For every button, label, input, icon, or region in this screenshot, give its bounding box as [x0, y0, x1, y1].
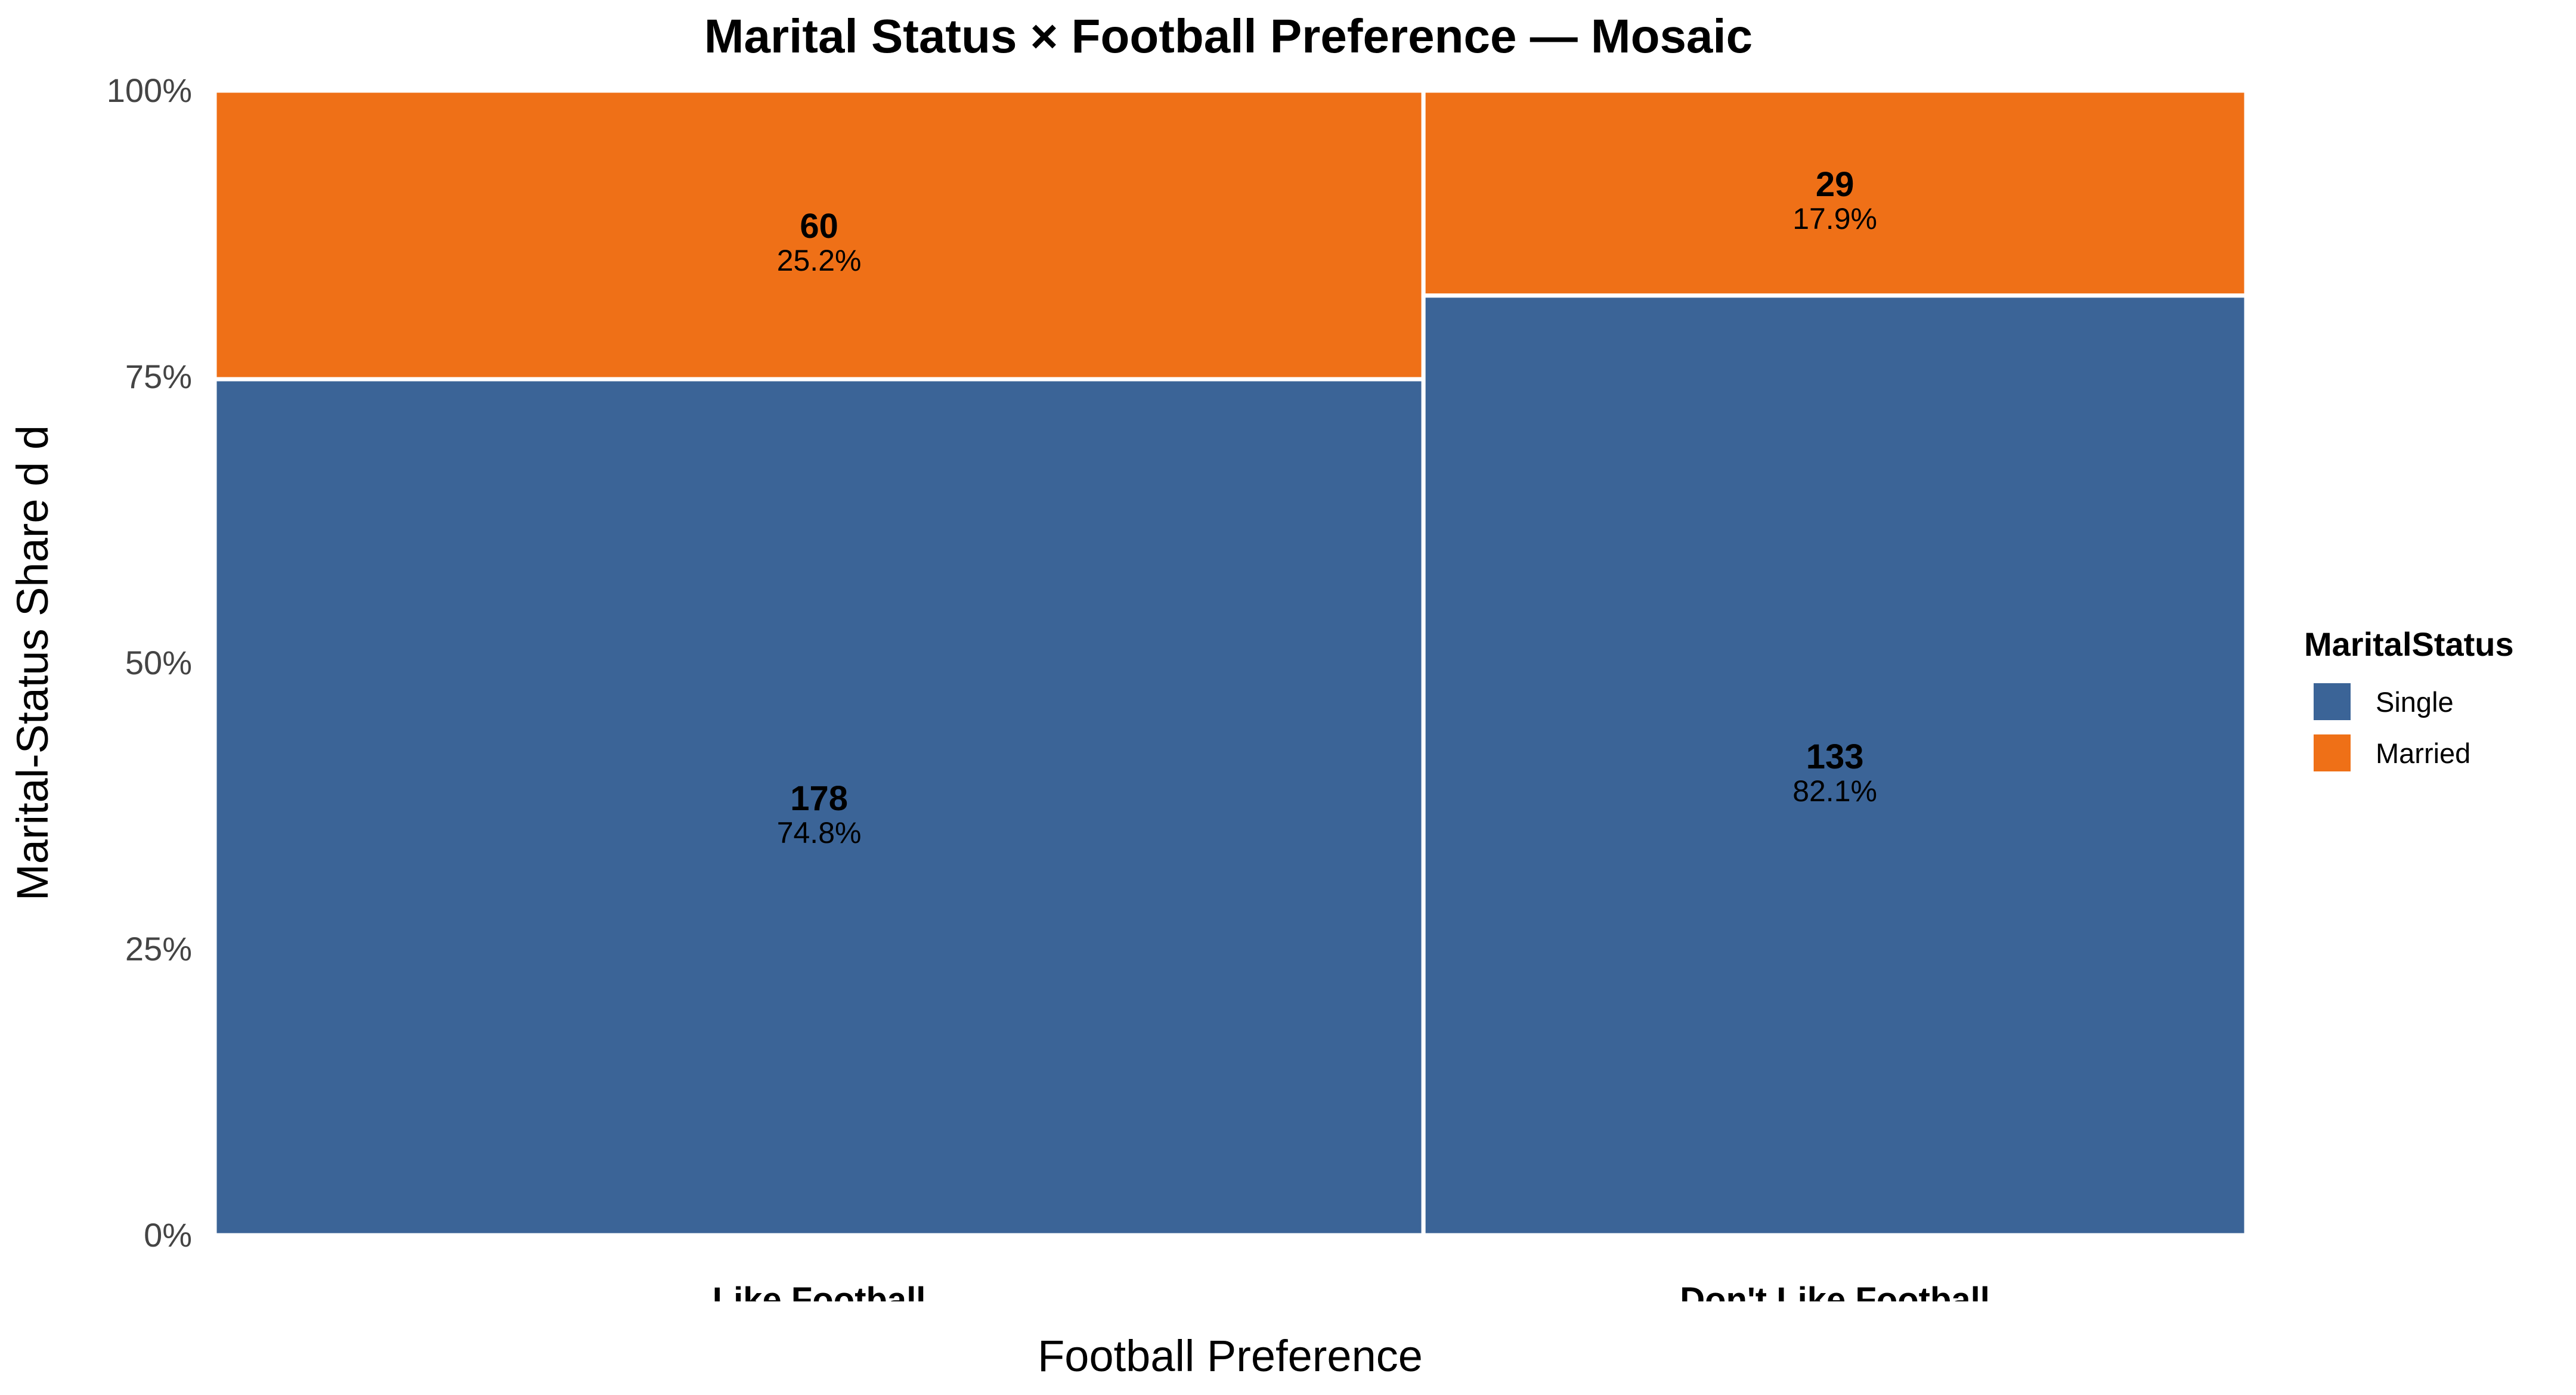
- cell-count-label: 60: [800, 207, 838, 246]
- x-tick-label: Like Football: [713, 1281, 926, 1319]
- cell-single-0: [212, 377, 1426, 1238]
- y-tick-label: 100%: [107, 72, 192, 109]
- legend-key-married: [2314, 734, 2351, 771]
- legend-title: MaritalStatus: [2304, 625, 2514, 663]
- legend-label: Single: [2376, 686, 2454, 718]
- chart-title: Marital Status × Football Preference — M…: [704, 10, 1753, 63]
- y-tick-label: 75%: [125, 358, 192, 395]
- cell-married-0: [212, 88, 1426, 382]
- cell-married-1: [1421, 88, 2249, 298]
- legend: MaritalStatus Single Married: [2304, 625, 2514, 771]
- y-tick-label: 50%: [125, 644, 192, 681]
- cell-count-label: 29: [1816, 165, 1854, 204]
- cell-percent-label: 25.2%: [777, 244, 862, 277]
- y-tick-label: 0%: [144, 1216, 192, 1254]
- y-tick-label: 25%: [125, 930, 192, 968]
- x-axis-title: Football Preference: [1038, 1331, 1423, 1381]
- cell-count-label: 133: [1806, 737, 1864, 776]
- x-axis-ticks: Like Football Don't Like Football: [713, 1281, 1990, 1319]
- cell-percent-label: 82.1%: [1792, 774, 1877, 808]
- legend-key-single: [2314, 683, 2351, 720]
- legend-label: Married: [2376, 737, 2470, 769]
- cell-percent-label: 17.9%: [1792, 202, 1877, 235]
- cell-percent-label: 74.8%: [777, 816, 862, 850]
- cell-count-label: 178: [790, 779, 848, 818]
- x-tick-label: Don't Like Football: [1680, 1281, 1990, 1319]
- y-axis-title: Marital-Status Share d d: [8, 425, 57, 901]
- y-axis-ticks: 0% 25% 50% 75% 100%: [107, 72, 192, 1254]
